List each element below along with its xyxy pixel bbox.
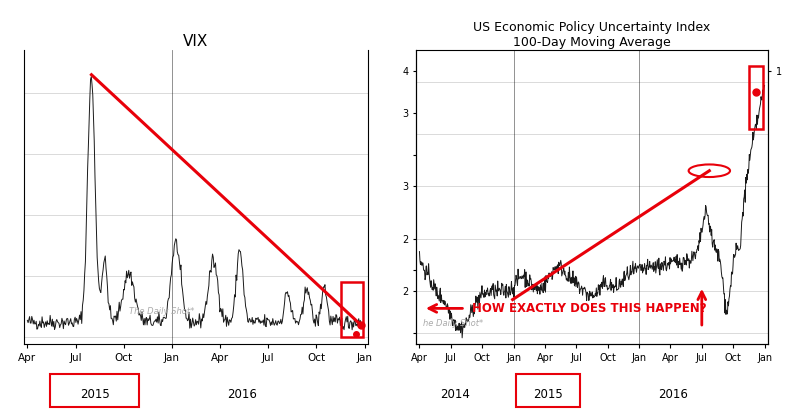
Text: 2014: 2014	[440, 388, 470, 401]
Text: 2015: 2015	[533, 388, 563, 401]
Title: US Economic Policy Uncertainty Index
100-Day Moving Average: US Economic Policy Uncertainty Index 100…	[474, 21, 710, 49]
Title: VIX: VIX	[183, 34, 209, 49]
Text: 2015: 2015	[80, 388, 110, 401]
Text: he Daily Shot*: he Daily Shot*	[423, 319, 483, 328]
Text: The Daily Shot*: The Daily Shot*	[129, 307, 194, 316]
Text: HOW EXACTLY DOES THIS HAPPEN?: HOW EXACTLY DOES THIS HAPPEN?	[472, 302, 707, 315]
Text: 2016: 2016	[658, 388, 688, 401]
Text: 2016: 2016	[227, 388, 258, 401]
